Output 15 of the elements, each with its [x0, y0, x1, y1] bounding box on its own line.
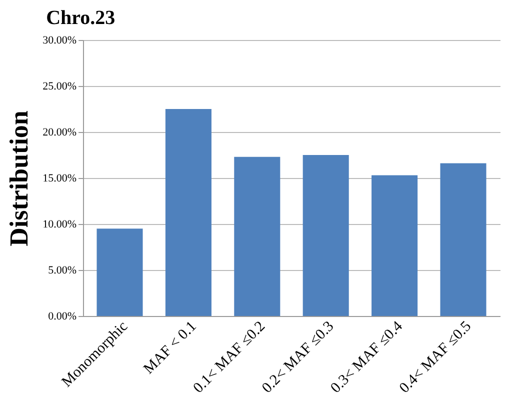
y-tick-label: 30.00%: [42, 34, 76, 46]
y-axis-title: Distribution: [4, 110, 34, 246]
bar: [302, 155, 349, 316]
bar: [165, 109, 212, 316]
bar: [234, 156, 280, 316]
y-tick-label: 15.00%: [42, 172, 76, 184]
y-tick-label: 5.00%: [48, 264, 76, 276]
y-tick-label: 25.00%: [42, 80, 76, 92]
bar: [372, 175, 418, 316]
y-tick-label: 0.00%: [48, 310, 76, 322]
bar: [440, 163, 486, 316]
chart-title: Chro.23: [46, 7, 116, 29]
y-tick-label: 20.00%: [42, 126, 76, 138]
y-tick-label: 10.00%: [42, 218, 76, 230]
bar: [96, 228, 143, 316]
